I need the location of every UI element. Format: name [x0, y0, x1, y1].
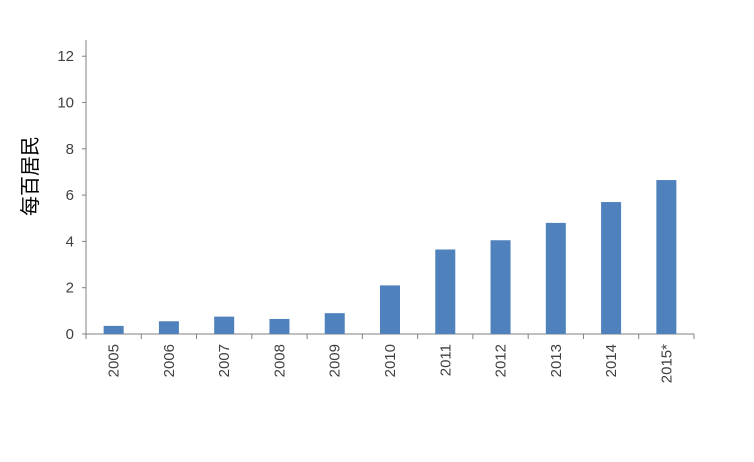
x-tick-label: 2014 — [603, 344, 620, 377]
bar — [545, 222, 566, 334]
bar — [324, 313, 345, 334]
bar — [269, 318, 290, 334]
x-tick-label: 2012 — [493, 344, 510, 377]
y-tick-label: 2 — [66, 280, 74, 297]
bar — [158, 321, 179, 334]
bar — [103, 325, 124, 334]
y-tick-label: 4 — [66, 233, 74, 250]
bar — [435, 249, 456, 334]
bar — [601, 202, 622, 334]
x-tick-label: 2011 — [437, 344, 454, 376]
y-tick-label: 6 — [66, 187, 74, 204]
x-tick-label: 2013 — [548, 344, 565, 377]
x-tick-label: 2005 — [106, 344, 123, 377]
bar — [380, 285, 400, 334]
y-tick-label: 0 — [66, 326, 74, 343]
x-tick-label: 2006 — [161, 344, 178, 377]
x-tick-label: 2015* — [658, 344, 675, 383]
y-axis-title: 每百居民 — [18, 136, 42, 216]
x-tick-label: 2010 — [382, 344, 399, 377]
bar-series — [103, 180, 677, 334]
x-tick-label: 2008 — [271, 344, 288, 377]
y-tick-label: 12 — [57, 48, 74, 65]
bar — [656, 180, 677, 334]
x-tick-label: 2007 — [216, 344, 233, 377]
y-tick-label: 10 — [57, 95, 74, 112]
y-tick-label: 8 — [66, 141, 74, 158]
x-tick-label: 2009 — [327, 344, 344, 377]
bar — [214, 316, 235, 334]
x-axis-ticks: 2005 2006 2007 2008 2009 2010 2011 2012 2013 2014… — [85, 334, 695, 383]
bar — [490, 240, 511, 334]
y-axis-ticks: 0 2 4 6 8 10 12 — [57, 48, 86, 343]
